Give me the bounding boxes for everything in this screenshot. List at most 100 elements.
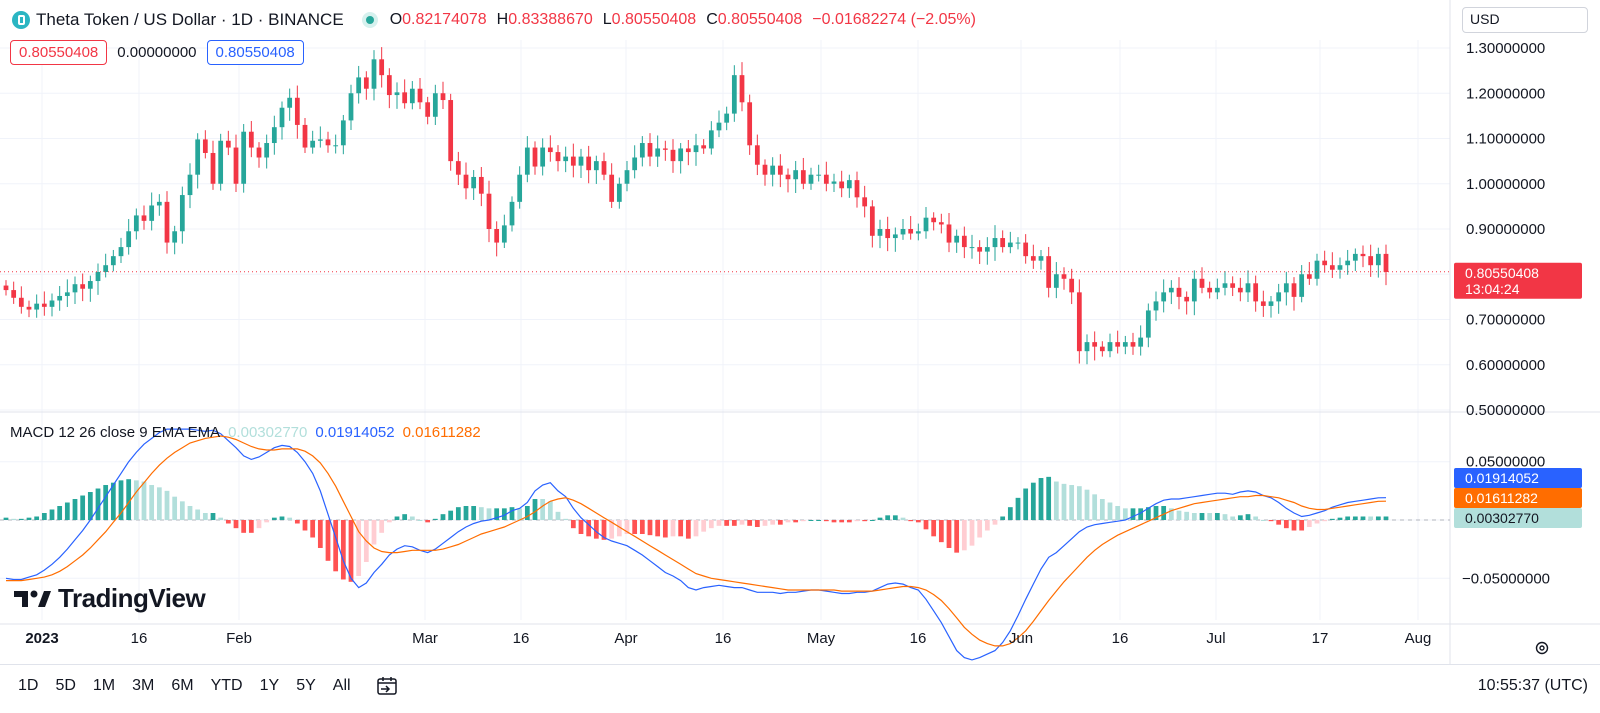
candle[interactable] (1230, 283, 1236, 288)
candle[interactable] (118, 247, 124, 257)
candle[interactable] (501, 225, 507, 243)
candle[interactable] (210, 152, 216, 184)
candle[interactable] (87, 281, 93, 289)
candle[interactable] (1291, 283, 1297, 297)
candle[interactable] (11, 290, 17, 298)
candle[interactable] (432, 93, 438, 117)
candle[interactable] (1092, 342, 1098, 347)
candle[interactable] (264, 143, 270, 158)
candle[interactable] (478, 176, 484, 194)
candle[interactable] (609, 174, 615, 202)
candle[interactable] (386, 75, 392, 96)
candle[interactable] (1306, 274, 1312, 279)
candle[interactable] (1199, 278, 1205, 288)
candle[interactable] (218, 140, 224, 184)
candle[interactable] (156, 201, 162, 206)
utc-clock[interactable]: 10:55:37 (UTC) (1477, 677, 1588, 694)
candle[interactable] (287, 97, 293, 108)
candle[interactable] (302, 124, 308, 148)
candle[interactable] (455, 161, 461, 175)
candle[interactable] (356, 77, 362, 94)
candle[interactable] (946, 224, 952, 243)
candle[interactable] (731, 75, 737, 114)
candle[interactable] (248, 131, 254, 148)
candle[interactable] (310, 140, 316, 148)
candle[interactable] (1368, 256, 1374, 266)
candle[interactable] (923, 217, 929, 232)
candle[interactable] (225, 140, 231, 148)
candle[interactable] (1253, 283, 1259, 302)
candle[interactable] (1168, 287, 1174, 293)
candle[interactable] (877, 229, 883, 236)
candle[interactable] (701, 145, 707, 149)
candle[interactable] (823, 174, 829, 184)
candle[interactable] (103, 265, 109, 272)
candle[interactable] (1115, 342, 1121, 347)
candle[interactable] (1260, 301, 1266, 306)
candle[interactable] (187, 174, 193, 196)
candle[interactable] (678, 148, 684, 162)
candle[interactable] (1214, 287, 1220, 293)
candle[interactable] (202, 139, 208, 153)
candle[interactable] (195, 139, 201, 175)
go-to-date-calendar-icon[interactable] (376, 675, 398, 697)
candle[interactable] (839, 181, 845, 189)
candle[interactable] (1061, 274, 1067, 279)
candle[interactable] (908, 229, 914, 234)
candle[interactable] (440, 93, 446, 101)
timeframe-all[interactable]: All (332, 677, 351, 694)
candle[interactable] (271, 127, 277, 144)
candle[interactable] (1222, 283, 1228, 288)
candle[interactable] (172, 231, 178, 243)
candle[interactable] (931, 217, 937, 223)
candle[interactable] (816, 174, 822, 176)
symbol-title[interactable]: Theta Token / US Dollar · 1D · BINANCE (36, 10, 344, 29)
candle[interactable] (57, 295, 63, 301)
candle[interactable] (808, 174, 814, 184)
candle[interactable] (739, 75, 745, 103)
candle[interactable] (601, 161, 607, 175)
candle[interactable] (693, 145, 699, 153)
candle[interactable] (1360, 253, 1366, 257)
candle[interactable] (149, 205, 155, 221)
candle[interactable] (371, 59, 377, 89)
candle[interactable] (708, 130, 714, 149)
candle[interactable] (409, 88, 415, 104)
candle[interactable] (1069, 278, 1075, 293)
candle[interactable] (64, 292, 70, 296)
candle[interactable] (747, 102, 753, 146)
candle[interactable] (1345, 260, 1351, 266)
candle[interactable] (379, 59, 385, 76)
timeframe-1d[interactable]: 1D (18, 677, 39, 694)
candle[interactable] (256, 147, 262, 158)
candle[interactable] (1161, 292, 1167, 302)
candle[interactable] (333, 145, 339, 147)
candle[interactable] (1000, 238, 1006, 248)
candle[interactable] (233, 147, 239, 184)
candle[interactable] (1122, 342, 1128, 347)
candle[interactable] (915, 231, 921, 234)
candle[interactable] (586, 156, 592, 171)
candle[interactable] (762, 164, 768, 175)
candle[interactable] (1299, 274, 1305, 297)
candle[interactable] (869, 206, 875, 236)
timeframe-5y[interactable]: 5Y (296, 677, 316, 694)
candle[interactable] (1023, 242, 1029, 257)
candle[interactable] (616, 183, 622, 202)
candle[interactable] (854, 180, 860, 198)
candle[interactable] (1207, 287, 1213, 293)
candle[interactable] (984, 247, 990, 252)
candle[interactable] (685, 148, 691, 153)
candle[interactable] (340, 120, 346, 146)
candle[interactable] (486, 193, 492, 229)
timeframe-5d[interactable]: 5D (55, 677, 76, 694)
candle[interactable] (1337, 265, 1343, 270)
chart-canvas[interactable]: 1.30000000 1.20000000 1.10000000 1.00000000… (0, 0, 1600, 664)
candle[interactable] (724, 113, 730, 123)
candle[interactable] (1276, 292, 1282, 302)
candle[interactable] (1283, 283, 1289, 293)
candle[interactable] (885, 229, 891, 239)
candle[interactable] (80, 284, 86, 289)
macd-indicator-name[interactable]: MACD 12 26 close 9 EMA EMA (10, 424, 221, 441)
candle[interactable] (1176, 287, 1182, 297)
